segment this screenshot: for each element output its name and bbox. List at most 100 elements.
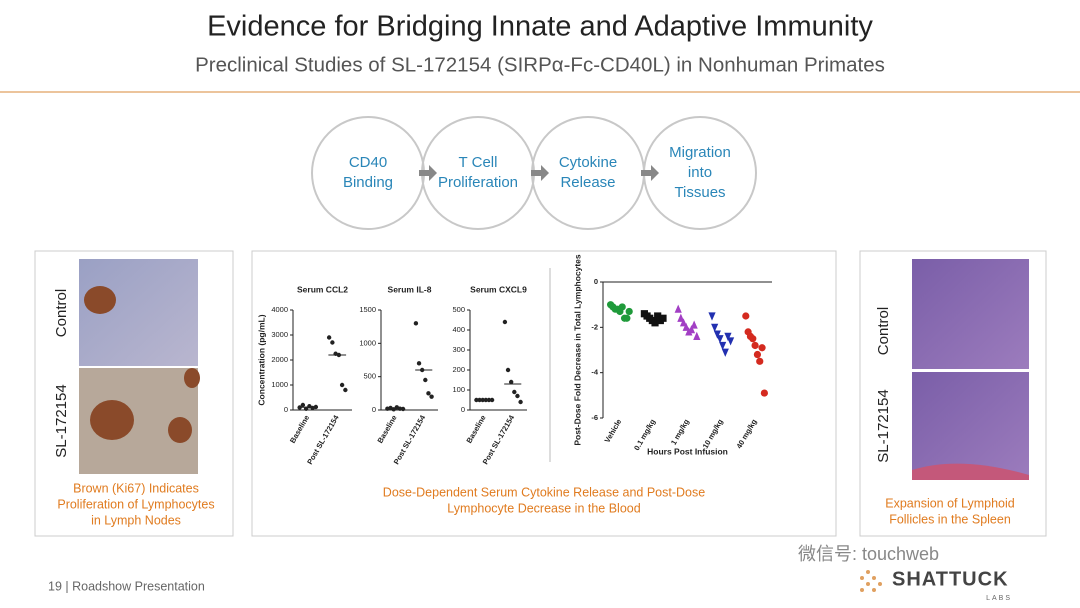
data-point <box>679 318 688 327</box>
y-tick-label: 0 <box>461 405 465 414</box>
data-point <box>330 340 335 345</box>
x-tick-label: Vehicle <box>603 417 624 444</box>
y-tick-label: 4000 <box>271 305 288 314</box>
caption: Dose-Dependent Serum Cytokine Release an… <box>383 485 705 499</box>
data-point <box>505 367 511 373</box>
step-label: into <box>688 164 712 181</box>
footer-text: 19 | Roadshow Presentation <box>48 579 205 593</box>
caption: Expansion of Lymphoid <box>885 496 1015 510</box>
x-axis-label: Hours Post Infusion <box>647 446 728 456</box>
step-label: Binding <box>343 174 393 191</box>
y-tick-label: 2000 <box>271 355 288 364</box>
step-label: T Cell <box>459 154 498 171</box>
y-tick-label: 500 <box>363 372 376 381</box>
y-tick-label: 400 <box>452 325 465 334</box>
data-point <box>413 321 419 326</box>
y-tick-label: 100 <box>452 385 465 394</box>
data-point <box>659 314 667 322</box>
data-point <box>512 389 517 395</box>
watermark: 微信号: touchweb <box>798 544 939 564</box>
data-point <box>300 402 306 408</box>
data-point <box>726 337 735 346</box>
caption: Brown (Ki67) Indicates <box>73 481 199 495</box>
data-point <box>339 382 345 388</box>
title: Evidence for Bridging Innate and Adaptiv… <box>207 11 873 43</box>
subtitle: Preclinical Studies of SL-172154 (SIRPα-… <box>195 53 885 76</box>
image-label: Control <box>53 289 70 337</box>
data-point <box>693 331 701 340</box>
y-axis-label: Concentration (pg/mL) <box>256 314 266 405</box>
data-point <box>618 303 626 311</box>
x-tick-label: Baseline <box>288 413 311 444</box>
y-tick-label: 1000 <box>359 338 376 347</box>
y-tick-label: 1000 <box>271 380 288 389</box>
data-point <box>682 322 690 331</box>
x-tick-label: Post SL-172154 <box>305 413 341 466</box>
data-point <box>416 361 422 366</box>
caption: Proliferation of Lymphocytes <box>57 497 214 511</box>
caption: Follicles in the Spleen <box>889 512 1011 526</box>
middle-panel <box>251 250 837 537</box>
lymph-images <box>79 259 200 474</box>
data-point <box>502 319 508 325</box>
step-label: Release <box>560 174 615 191</box>
data-point <box>708 312 716 321</box>
y-tick-label: -6 <box>591 413 598 422</box>
y-tick-label: 0 <box>372 405 376 414</box>
data-point <box>343 387 348 393</box>
data-point <box>751 341 759 350</box>
image-label: Control <box>875 307 892 355</box>
data-point <box>719 341 727 351</box>
chart-title: Serum CCL2 <box>297 284 348 294</box>
image-label: SL-172154 <box>875 389 892 462</box>
y-tick-label: 200 <box>452 365 465 374</box>
data-point <box>758 344 766 352</box>
data-point <box>677 313 685 322</box>
step-label: Proliferation <box>438 174 518 191</box>
data-point <box>687 325 696 334</box>
x-tick-label: 10 mg/kg <box>701 417 725 450</box>
step-label: Cytokine <box>559 154 617 171</box>
data-point <box>426 391 431 396</box>
data-point <box>518 399 523 405</box>
y-tick-label: 0 <box>594 277 598 286</box>
y-tick-label: 3000 <box>271 330 288 339</box>
right-panel <box>859 250 1047 537</box>
y-tick-label: 300 <box>452 345 465 354</box>
spleen-images <box>912 259 1029 480</box>
y-axis-label: Post-Dose Fold Decrease in Total Lymphoc… <box>572 254 582 446</box>
caption: in Lymph Nodes <box>91 513 181 527</box>
data-point <box>721 348 729 357</box>
x-tick-label: Baseline <box>375 413 398 444</box>
logo-sub: LABS <box>986 595 1012 602</box>
data-point <box>429 394 434 399</box>
data-point <box>515 393 520 399</box>
x-tick-label: 40 mg/kg <box>734 417 758 450</box>
y-tick-label: 500 <box>452 305 465 314</box>
y-tick-label: 1500 <box>359 305 376 314</box>
data-point <box>716 335 724 344</box>
step-label: Tissues <box>674 184 725 201</box>
data-point <box>625 307 633 316</box>
y-tick-label: -2 <box>591 322 598 331</box>
x-tick-label: 1 mg/kg <box>669 417 691 446</box>
image-label: SL-172154 <box>53 384 70 457</box>
y-tick-label: -4 <box>591 368 598 377</box>
data-point <box>651 319 659 327</box>
chart-title: Serum CXCL9 <box>470 284 527 294</box>
data-point <box>690 320 698 329</box>
logo: SHATTUCK <box>892 568 1009 590</box>
logo-dots <box>860 570 882 592</box>
step-label: CD40 <box>349 154 387 171</box>
chart-title: Serum IL-8 <box>388 284 432 294</box>
data-point <box>724 332 732 341</box>
data-point <box>713 330 721 339</box>
x-tick-label: Baseline <box>464 413 487 444</box>
data-point <box>711 323 719 332</box>
data-point <box>654 312 662 320</box>
data-point <box>753 350 762 359</box>
data-point <box>742 312 750 320</box>
step-arrows <box>419 165 659 181</box>
